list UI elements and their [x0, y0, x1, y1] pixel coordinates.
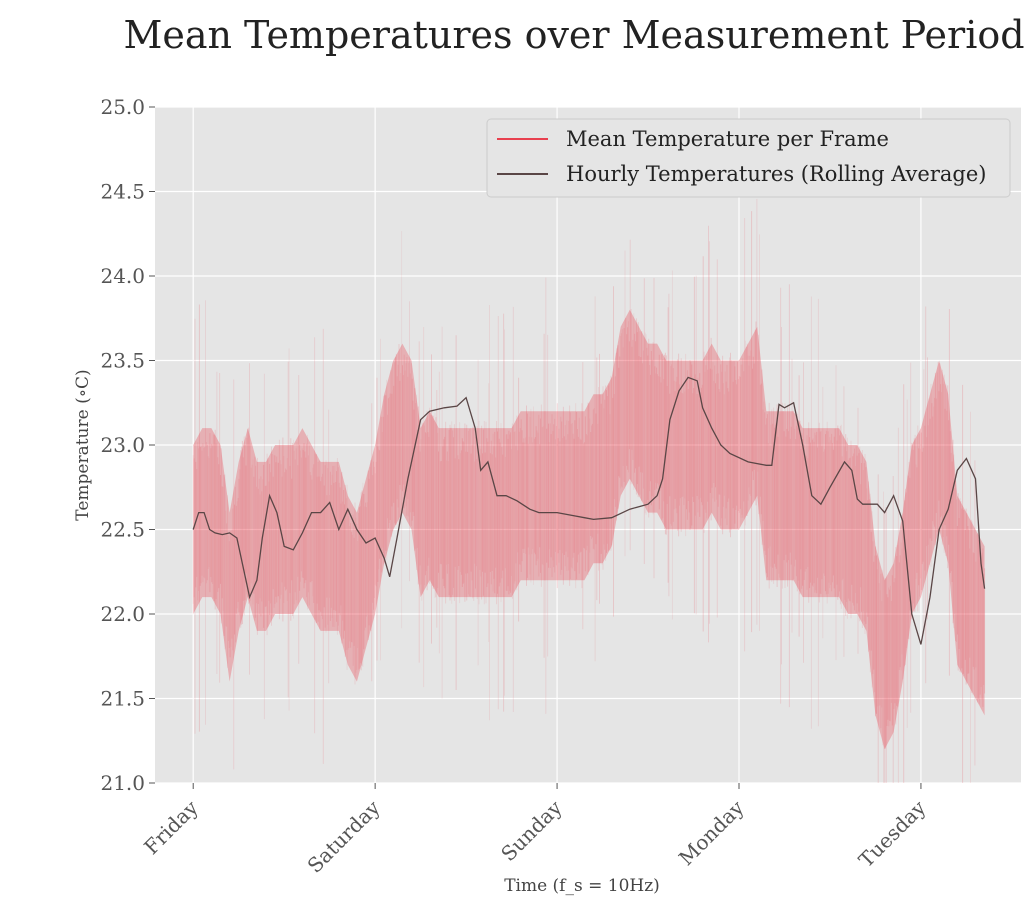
hourly-temperature-line-group — [192, 376, 986, 645]
legend: Mean Temperature per Frame Hourly Temper… — [486, 118, 1011, 198]
grid-lines — [155, 106, 1021, 784]
y-axis-label: Temperature (∘C) — [73, 369, 93, 520]
frame-temperature-band — [192, 198, 986, 783]
y-tick-label: 23.0 — [100, 433, 145, 457]
legend-label-frame: Mean Temperature per Frame — [566, 127, 889, 151]
y-tick-label: 24.5 — [100, 180, 145, 204]
y-tick-label: 25.0 — [100, 95, 145, 119]
y-tick-label: 22.0 — [100, 602, 145, 626]
y-tick-label: 24.0 — [100, 264, 145, 288]
y-tick-label: 21.5 — [100, 687, 145, 711]
hourly-temperature-line — [192, 376, 986, 645]
x-tick-label: Tuesday — [854, 795, 931, 872]
chart-title: Mean Temperatures over Measurement Perio… — [123, 13, 1024, 57]
frame-band-area — [193, 309, 985, 750]
x-tick-label: Sunday — [496, 795, 567, 866]
legend-box — [486, 118, 1011, 198]
y-tick-label: 22.5 — [100, 518, 145, 542]
x-tick-label: Monday — [674, 795, 749, 870]
x-axis-label: Time (f_s = 10Hz) — [504, 876, 660, 896]
x-tick-label: Friday — [139, 795, 203, 859]
y-tick-label: 23.5 — [100, 349, 145, 373]
y-tick-label: 21.0 — [100, 771, 145, 795]
x-tick-label: Saturday — [303, 795, 386, 878]
legend-label-hourly: Hourly Temperatures (Rolling Average) — [566, 162, 986, 186]
